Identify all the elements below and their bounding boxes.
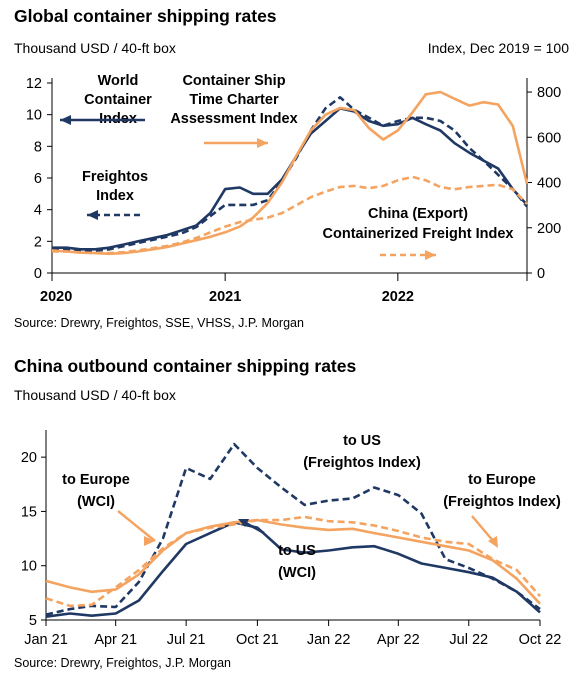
y-tick-label: 6 (34, 171, 42, 187)
arrow-to-europe-wci-head (144, 536, 155, 546)
annotation-time-charter-index-line: Time Charter (189, 92, 279, 108)
series-to-europe-freightos-index (45, 515, 541, 608)
y2-tick-label: 200 (537, 221, 561, 237)
y-tick-label: 5 (29, 613, 37, 629)
chart2-axis-unit: Thousand USD / 40-ft box (14, 387, 176, 403)
x-tick-label: Jan 21 (24, 632, 68, 648)
x-tick-label: Apr 22 (377, 632, 420, 648)
annotation-to-us-freightos-line: to US (343, 433, 381, 449)
annotation-to-europe-wci-line: (WCI) (77, 494, 115, 510)
annotation-time-charter-index-line: Assessment Index (170, 111, 297, 127)
annotation-time-charter-index-line: Container Ship (182, 73, 285, 89)
y-tick-label: 8 (34, 139, 42, 155)
annotation-to-us-wci-line: to US (278, 543, 316, 559)
arrow-to-europe-freightos-head (488, 536, 498, 548)
arrow-world-container-index-head (60, 115, 71, 125)
x-tick-label: Jul 22 (449, 632, 488, 648)
annotation-freightos-index-line: Index (96, 188, 134, 204)
y-tick-label: 12 (26, 76, 42, 92)
chart1-right-axis-unit: Index, Dec 2019 = 100 (427, 40, 569, 56)
annotation-ccfi-line: China (Export) (368, 206, 468, 222)
y-tick-label: 2 (34, 234, 42, 250)
x-tick-label: Oct 22 (519, 632, 562, 648)
series-to-europe-wci (45, 518, 541, 605)
arrow-time-charter-index-head (257, 138, 268, 148)
annotation-to-europe-freightos-line: (Freightos Index) (443, 494, 561, 510)
arrow-to-europe-freightos (471, 515, 495, 543)
annotation-to-us-freightos-line: (Freightos Index) (303, 455, 421, 471)
x-tick-label: Jul 21 (167, 632, 206, 648)
annotation-world-container-index-line: Container (84, 92, 152, 108)
y-tick-label: 4 (34, 203, 42, 219)
y2-tick-label: 800 (537, 85, 561, 101)
y-tick-label: 15 (21, 504, 37, 520)
y2-tick-label: 0 (537, 266, 545, 282)
chart1-title: Global container shipping rates (14, 6, 277, 26)
annotation-freightos-index-line: Freightos (82, 169, 148, 185)
arrow-to-us-wci-head (238, 519, 249, 527)
chart2-plot: 5 10 15 20 Jan 21 Apr 21 Jul 21 Oct 21 Jan 22 Apr… (21, 430, 562, 648)
x-tick-label: 2021 (209, 289, 241, 305)
chart1-left-axis-unit: Thousand USD / 40-ft box (14, 40, 176, 56)
annotation-to-us-wci-line: (WCI) (278, 565, 316, 581)
x-tick-label: 2020 (40, 289, 72, 305)
chart2-title: China outbound container shipping rates (14, 356, 357, 376)
arrow-to-us-wci (243, 520, 265, 535)
annotation-world-container-index-line: World (98, 73, 139, 89)
y-tick-label: 20 (21, 450, 37, 466)
x-tick-label: Apr 21 (94, 632, 137, 648)
annotation-ccfi-line: Containerized Freight Index (323, 226, 514, 242)
series-to-us-freightos-index (45, 442, 541, 616)
y-tick-label: 0 (34, 266, 42, 282)
chart2-source: Source: Drewry, Freightos, J.P. Morgan (14, 656, 231, 670)
x-tick-label: Jan 22 (307, 632, 351, 648)
annotation-to-europe-freightos-line: to Europe (468, 472, 536, 488)
arrow-ccfi-head (425, 250, 436, 260)
series-to-us-wci (45, 521, 541, 618)
arrow-to-europe-wci (117, 510, 156, 542)
y-tick-label: 10 (26, 108, 42, 124)
annotation-to-europe-wci-line: to Europe (62, 472, 130, 488)
chart1-plot: 0 2 4 6 8 10 12 0 200 400 600 800 2020 2021 2022 World C… (26, 73, 561, 305)
x-tick-label: 2022 (382, 289, 414, 305)
chart1-source: Source: Drewry, Freightos, SSE, VHSS, J.… (14, 316, 304, 330)
y2-tick-label: 600 (537, 130, 561, 146)
arrow-freightos-index-head (87, 210, 98, 220)
y-tick-label: 10 (21, 559, 37, 575)
series-china-export-containerized-freight-index (52, 175, 528, 255)
x-tick-label: Oct 21 (236, 632, 279, 648)
y2-tick-label: 400 (537, 176, 561, 192)
